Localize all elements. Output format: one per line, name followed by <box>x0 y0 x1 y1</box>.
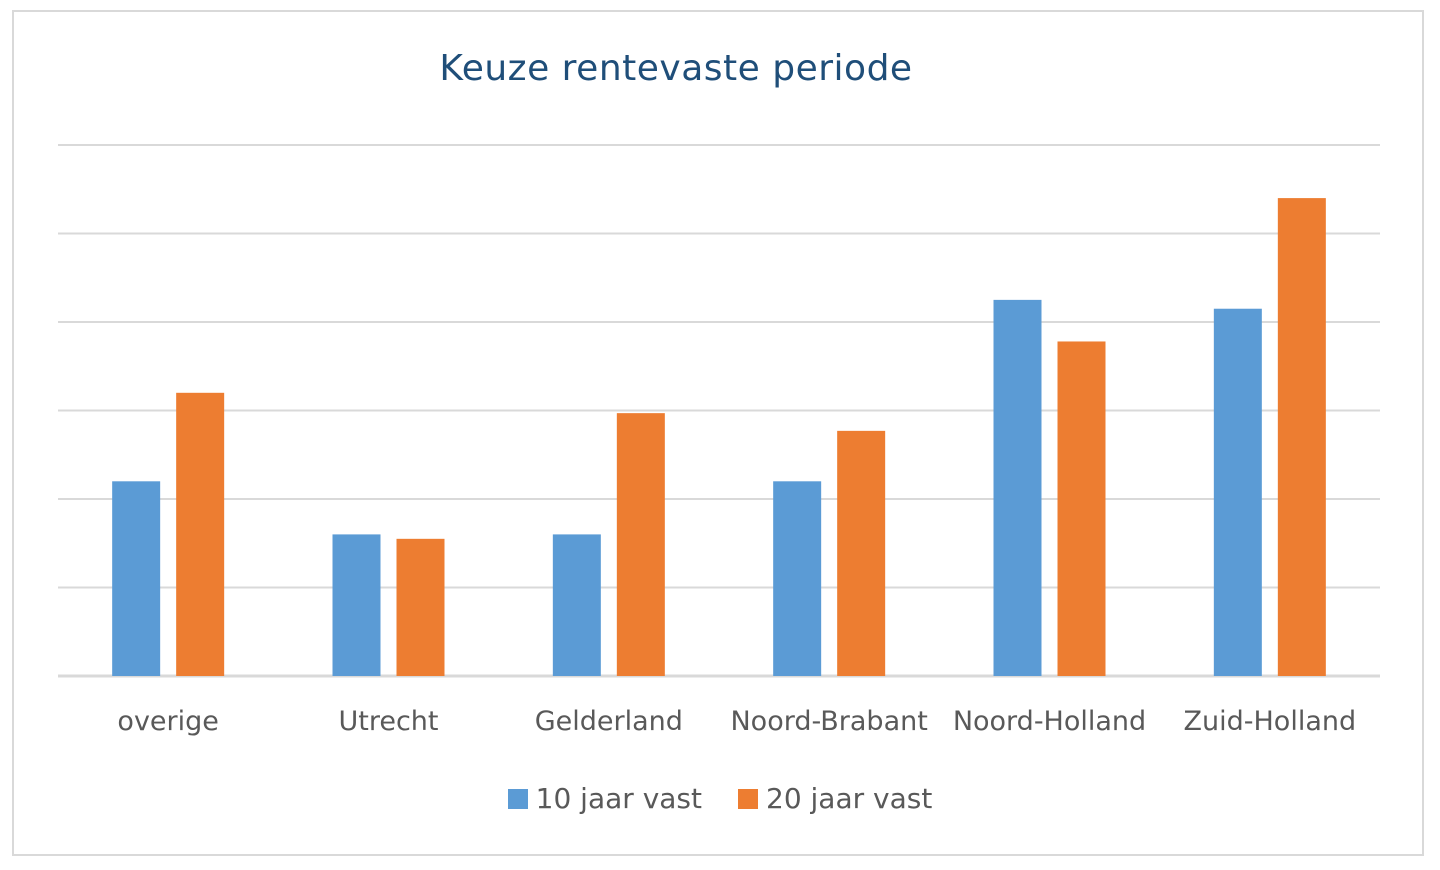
x-tick-label: Noord-Holland <box>953 706 1146 737</box>
legend-label-10-jaar: 10 jaar vast <box>535 782 702 815</box>
legend-swatch-10-jaar <box>507 788 528 809</box>
bar-noord-holland-series-2 <box>1057 341 1106 676</box>
bars <box>112 198 1326 676</box>
bar-gelderland-series-1 <box>552 534 601 676</box>
bar-zuid-holland-series-2 <box>1277 198 1326 676</box>
x-tick-label: Utrecht <box>338 706 438 737</box>
bar-noord-brabant-series-2 <box>837 430 886 676</box>
x-tick-label: Zuid-Holland <box>1184 706 1357 737</box>
legend: 10 jaar vast 20 jaar vast <box>0 782 1440 815</box>
x-tick-label: Gelderland <box>535 706 683 737</box>
x-tick-label: Noord-Brabant <box>730 706 927 737</box>
bar-noord-brabant-series-1 <box>773 481 822 676</box>
gridlines <box>58 144 1380 678</box>
legend-item-10-jaar: 10 jaar vast <box>507 782 702 815</box>
bar-overige-series-2 <box>176 392 225 676</box>
bar-gelderland-series-2 <box>616 413 665 676</box>
bar-zuid-holland-series-1 <box>1213 308 1262 676</box>
bar-utrecht-series-2 <box>396 538 445 676</box>
x-tick-labels: overige Utrecht Gelderland Noord-Brabant Noo… <box>117 706 1356 737</box>
chart-frame <box>12 10 1424 856</box>
x-tick-label: overige <box>117 706 218 737</box>
bar-overige-series-1 <box>112 481 161 676</box>
legend-label-20-jaar: 20 jaar vast <box>766 782 933 815</box>
legend-swatch-20-jaar <box>738 788 758 809</box>
chart-title: Keuze rentevaste periode <box>439 48 913 89</box>
bar-noord-holland-series-1 <box>993 299 1042 676</box>
bar-utrecht-series-1 <box>332 534 381 676</box>
legend-item-20-jaar: 20 jaar vast <box>738 782 932 815</box>
